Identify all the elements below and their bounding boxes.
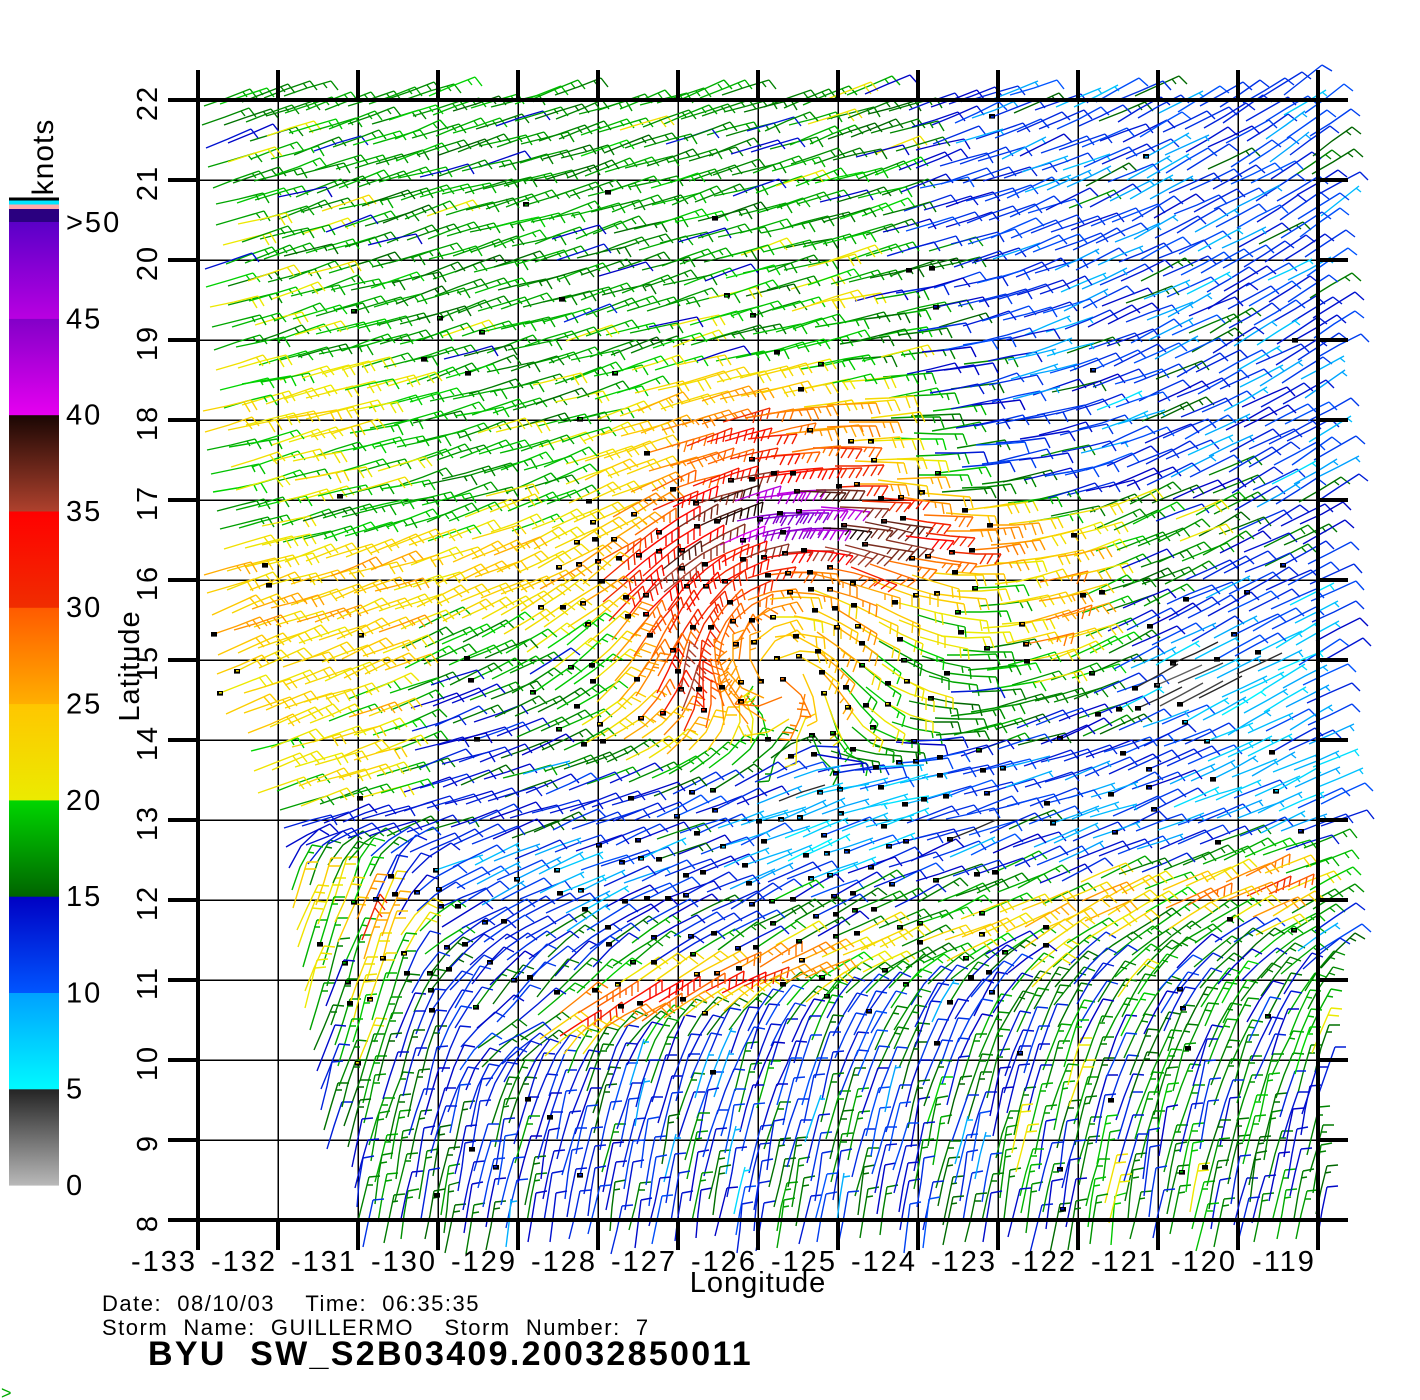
svg-text:-130: -130: [371, 1246, 437, 1278]
svg-text:12: 12: [132, 885, 164, 921]
svg-text:-123: -123: [931, 1246, 997, 1278]
svg-text:15: 15: [132, 645, 164, 681]
svg-text:40: 40: [66, 400, 102, 432]
svg-text:Latitude: Latitude: [114, 610, 146, 721]
svg-text:21: 21: [132, 165, 164, 201]
svg-text:-133: -133: [131, 1246, 197, 1278]
svg-text:11: 11: [132, 966, 164, 1000]
svg-text:-126: -126: [691, 1246, 757, 1278]
svg-text:19: 19: [132, 325, 164, 361]
svg-text:22: 22: [132, 85, 164, 121]
svg-text:15: 15: [66, 881, 102, 913]
svg-text:-132: -132: [211, 1246, 277, 1278]
svg-text:20: 20: [66, 785, 102, 817]
svg-text:knots: knots: [27, 119, 60, 196]
svg-text:-124: -124: [851, 1246, 917, 1278]
svg-text:Storm Name: GUILLERMO Sto: Storm Name: GUILLERMO Storm Number: 7: [102, 1315, 650, 1340]
svg-text:18: 18: [132, 405, 164, 441]
svg-text:10: 10: [66, 977, 102, 1009]
svg-text:45: 45: [66, 303, 102, 335]
svg-text:Longitude: Longitude: [690, 1267, 826, 1299]
svg-text:-119: -119: [1252, 1246, 1316, 1278]
svg-text:BYU SW_S2B03409.20032850011: BYU SW_S2B03409.20032850011: [148, 1335, 753, 1373]
svg-text:>50: >50: [66, 207, 121, 239]
svg-text:9: 9: [132, 1134, 164, 1152]
svg-text:17: 17: [132, 485, 164, 521]
svg-text:8: 8: [132, 1214, 164, 1232]
svg-text:Date: 08/10/03 Time: 06:3: Date: 08/10/03 Time: 06:35:35: [102, 1291, 480, 1316]
svg-text:35: 35: [66, 496, 102, 528]
svg-text:20: 20: [132, 245, 164, 281]
svg-text:-122: -122: [1011, 1246, 1077, 1278]
svg-text:-120: -120: [1171, 1246, 1237, 1278]
svg-text:>: >: [1, 1383, 12, 1400]
svg-text:-129: -129: [451, 1246, 517, 1278]
svg-text:13: 13: [132, 805, 164, 841]
svg-text:5: 5: [66, 1074, 84, 1106]
svg-text:25: 25: [66, 689, 102, 721]
svg-text:10: 10: [132, 1045, 164, 1081]
svg-text:14: 14: [132, 725, 164, 761]
svg-text:30: 30: [66, 592, 102, 624]
svg-text:-121: -121: [1091, 1246, 1157, 1278]
svg-text:16: 16: [132, 565, 164, 601]
svg-text:0: 0: [66, 1170, 84, 1202]
svg-text:-125: -125: [771, 1246, 837, 1278]
svg-text:-128: -128: [531, 1246, 597, 1278]
svg-text:-131: -131: [291, 1246, 357, 1278]
svg-text:-127: -127: [611, 1246, 677, 1278]
